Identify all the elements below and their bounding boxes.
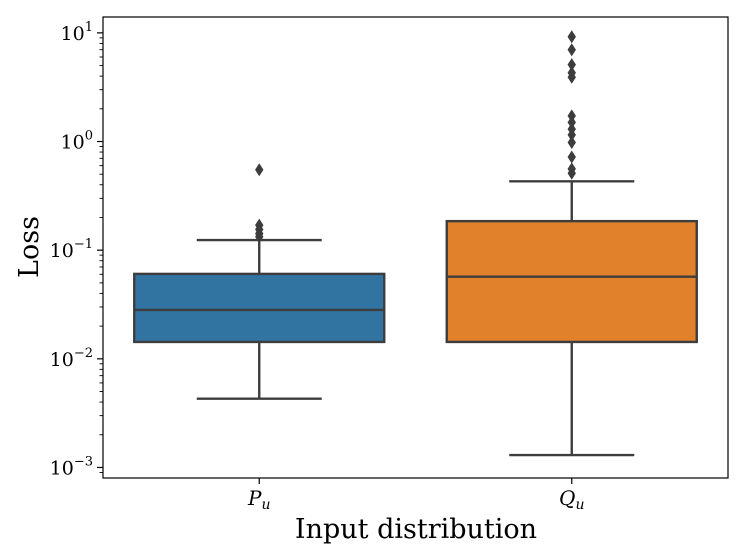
outlier-point	[567, 70, 576, 84]
outlier-point	[567, 166, 576, 180]
outlier-point	[567, 58, 576, 72]
y-axis-label: Loss	[14, 216, 45, 278]
x-tick-label: Pu	[247, 486, 271, 513]
iqr-box	[445, 219, 698, 344]
outlier-point	[567, 150, 576, 164]
y-tick-label: 10−3	[50, 454, 93, 479]
outlier-point	[567, 30, 576, 44]
y-tick-label: 101	[61, 20, 93, 45]
outlier-point	[255, 230, 264, 244]
y-tick-label: 10−2	[50, 346, 93, 371]
plot-frame	[102, 16, 729, 479]
outlier-point	[567, 135, 576, 149]
x-axis-ticks: Pu Qu	[247, 478, 584, 513]
iqr-box	[133, 272, 386, 344]
y-tick-label: 100	[61, 129, 93, 154]
outlier-point	[567, 115, 576, 129]
box-group-0	[133, 163, 386, 400]
boxes-layer	[133, 30, 698, 457]
outlier-point	[567, 43, 576, 57]
x-axis-label: Input distribution	[295, 514, 537, 545]
outlier-point	[255, 163, 264, 177]
y-axis-ticks: 10−3 10−2 10−1 100 101	[50, 20, 103, 479]
box-group-1	[445, 30, 698, 457]
x-tick-label: Qu	[559, 486, 584, 513]
y-tick-label: 10−1	[50, 237, 93, 262]
outlier-point	[567, 128, 576, 142]
